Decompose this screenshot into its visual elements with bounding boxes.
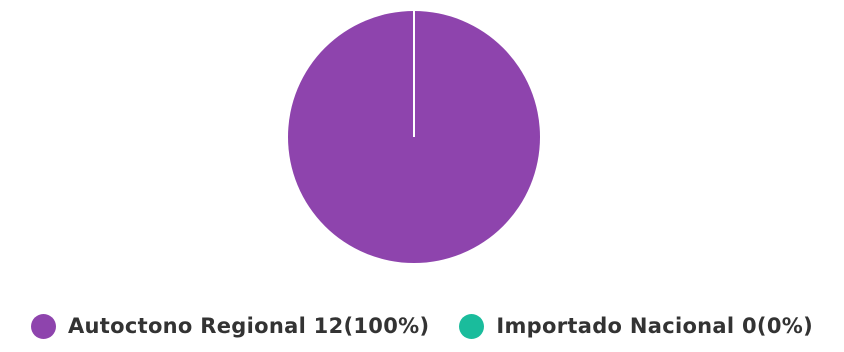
pie-chart [288,11,540,263]
legend-marker-autoctono-regional [31,313,56,339]
pie-slices [288,11,540,263]
legend-label-autoctono-regional: Autoctono Regional 12(100%) [68,314,430,338]
legend-marker-importado-nacional [459,313,485,339]
legend-item-autoctono-regional[interactable]: Autoctono Regional 12(100%) [31,313,430,339]
chart-legend: Autoctono Regional 12(100%) Importado Na… [0,306,844,346]
legend-item-importado-nacional[interactable]: Importado Nacional 0(0%) [459,313,813,339]
legend-label-importado-nacional: Importado Nacional 0(0%) [496,314,813,338]
